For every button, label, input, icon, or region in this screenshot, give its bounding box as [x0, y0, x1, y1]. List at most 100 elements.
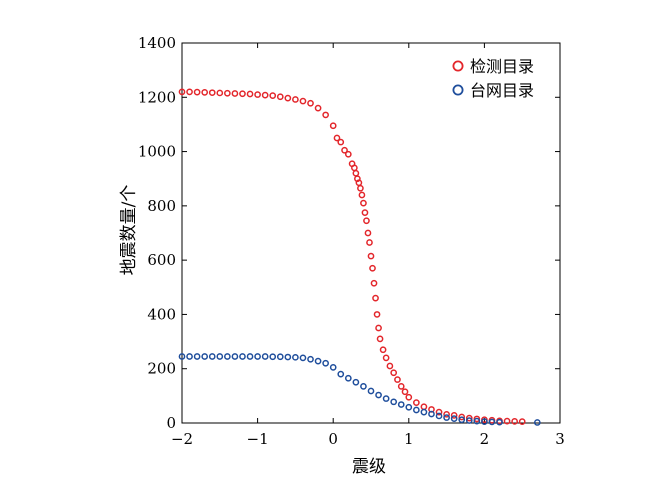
data-point: [201, 353, 209, 360]
y-tick-label: 600: [147, 251, 176, 269]
data-point: [269, 353, 277, 361]
data-point: [193, 88, 201, 96]
data-point: [366, 239, 373, 246]
y-tick-label: 1400: [138, 34, 176, 52]
data-point: [390, 369, 398, 377]
y-tick-label: 200: [147, 360, 176, 378]
series-detection-catalog: [178, 88, 526, 425]
x-tick-label: 2: [480, 430, 490, 448]
data-point: [375, 324, 382, 332]
data-point: [363, 217, 370, 225]
data-point: [533, 419, 541, 426]
data-point: [357, 184, 364, 192]
data-point: [341, 146, 348, 154]
y-tick-label: 1000: [138, 143, 176, 161]
data-point: [386, 362, 394, 370]
data-point: [269, 92, 277, 100]
data-point: [178, 88, 186, 96]
data-point: [401, 388, 409, 396]
data-point: [254, 353, 261, 360]
data-point: [465, 414, 473, 422]
y-tick-label: 400: [147, 305, 176, 323]
data-point: [496, 418, 503, 426]
data-point: [261, 91, 269, 99]
plot-border: [181, 42, 561, 424]
data-point: [239, 90, 246, 98]
data-point: [364, 229, 372, 237]
data-point: [231, 353, 239, 360]
data-point: [201, 89, 209, 96]
series-layer: [178, 88, 541, 426]
data-point: [473, 415, 481, 423]
data-point: [314, 357, 322, 365]
data-point: [450, 415, 458, 423]
data-point: [420, 408, 428, 416]
y-tick-label: 1200: [138, 88, 176, 106]
data-point: [413, 399, 420, 406]
legend-marker-detection: [452, 60, 464, 72]
y-axis-ticks: 0 200 400 600 800 1000 1200 1400: [138, 34, 560, 432]
data-point: [216, 353, 224, 360]
data-point: [443, 414, 450, 421]
data-point: [518, 418, 526, 425]
data-point: [352, 169, 360, 177]
plot-frame: [181, 42, 561, 424]
data-point: [208, 89, 216, 97]
data-point: [322, 111, 329, 119]
legend: 检测目录 台网目录: [452, 57, 534, 100]
data-point: [337, 370, 345, 378]
data-point: [481, 418, 488, 425]
data-point: [488, 418, 496, 426]
data-point: [329, 122, 337, 130]
data-point: [405, 393, 413, 401]
data-point: [178, 353, 186, 360]
data-point: [376, 335, 384, 343]
data-point: [307, 99, 314, 107]
data-point: [375, 391, 382, 399]
data-point: [314, 104, 322, 112]
data-point: [382, 354, 390, 362]
data-point: [435, 408, 443, 416]
data-point: [413, 406, 420, 414]
data-point: [458, 416, 466, 424]
data-point: [246, 90, 254, 98]
data-point: [208, 353, 216, 360]
x-axis-ticks: −2 −1 0 1 2 3: [171, 43, 565, 448]
data-point: [450, 412, 458, 419]
series-network-catalog: [178, 353, 541, 426]
data-point: [428, 410, 435, 418]
data-point: [397, 401, 405, 408]
data-point: [307, 355, 314, 363]
data-point: [239, 353, 246, 360]
data-point: [397, 383, 405, 390]
data-point: [344, 150, 352, 158]
x-axis-title: 震级: [352, 457, 386, 477]
data-point: [216, 89, 224, 97]
data-point: [473, 417, 481, 425]
legend-marker-network: [452, 84, 464, 96]
data-point: [511, 418, 518, 425]
data-point: [344, 374, 352, 382]
data-point: [503, 417, 511, 425]
x-tick-label: −2: [171, 430, 193, 448]
data-point: [333, 134, 341, 142]
data-point: [322, 359, 329, 367]
data-point: [465, 417, 473, 424]
data-point: [193, 353, 201, 360]
data-point: [358, 191, 366, 199]
data-point: [299, 97, 307, 105]
data-point: [276, 353, 284, 361]
data-point: [231, 90, 239, 97]
data-point: [276, 93, 284, 101]
data-point: [458, 413, 466, 421]
x-tick-label: 3: [555, 430, 565, 448]
data-point: [405, 403, 413, 411]
data-point: [284, 94, 292, 102]
data-point: [390, 398, 398, 406]
data-point: [284, 353, 292, 361]
y-tick-label: 800: [147, 197, 176, 215]
x-tick-label: −1: [247, 430, 269, 448]
data-point: [261, 353, 269, 360]
data-point: [394, 376, 401, 383]
legend-label-detection: 检测目录: [470, 57, 534, 76]
